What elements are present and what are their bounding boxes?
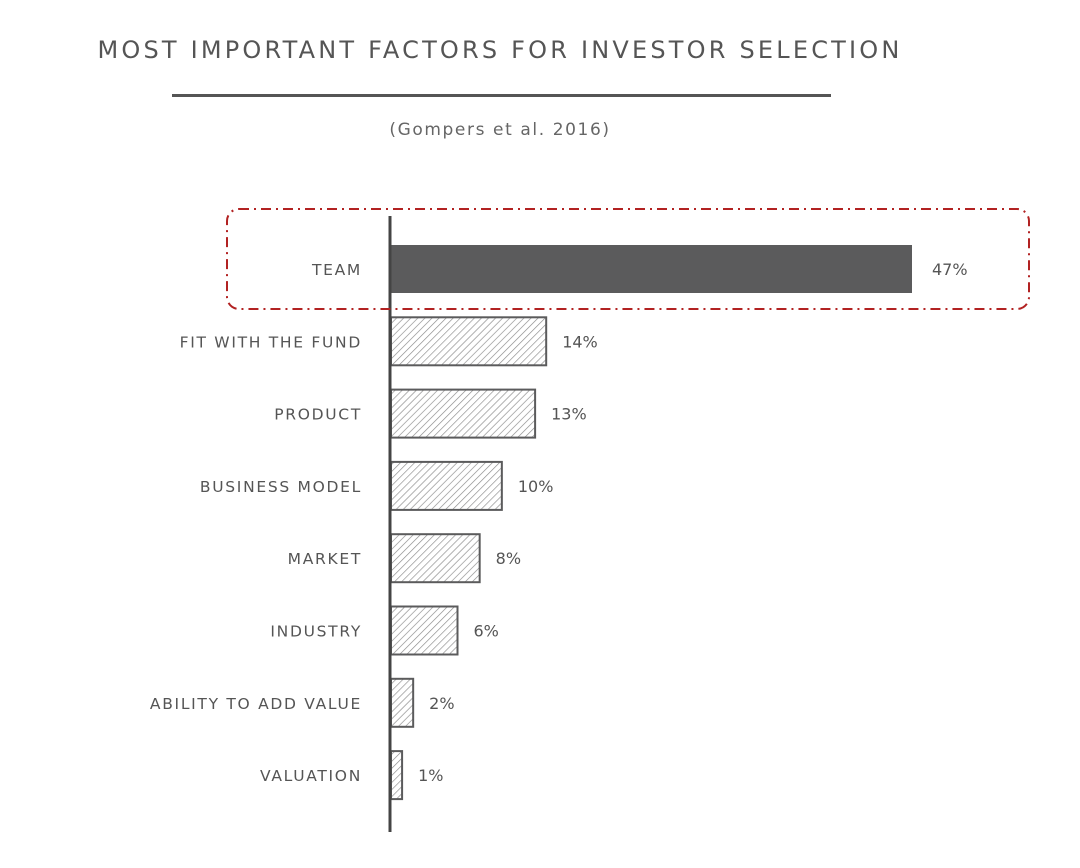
- bar-team: [391, 245, 912, 293]
- chart-subtitle: (Gompers et al. 2016): [389, 120, 611, 140]
- bar-product: [390, 388, 537, 439]
- category-label: TEAM: [311, 261, 362, 279]
- title-underline: [172, 94, 831, 97]
- value-label: 47%: [932, 260, 968, 279]
- highlight-box: [226, 208, 1030, 310]
- bar-fit-with-the-fund: [390, 316, 548, 367]
- chart-title: MOST IMPORTANT FACTORS FOR INVESTOR SELE…: [97, 36, 903, 64]
- value-label: 6%: [474, 622, 499, 641]
- value-label: 1%: [418, 766, 443, 785]
- value-label: 10%: [518, 477, 554, 496]
- value-label: 2%: [429, 694, 454, 713]
- category-label: VALUATION: [260, 767, 362, 785]
- bar-market: [390, 533, 481, 584]
- value-label: 13%: [551, 405, 587, 424]
- value-label: 8%: [496, 549, 521, 568]
- bar-business-model: [390, 460, 503, 511]
- bar-valuation: [390, 750, 404, 801]
- bar-ability-to-add-value: [390, 677, 415, 728]
- category-label: PRODUCT: [274, 406, 362, 424]
- category-label: ABILITY TO ADD VALUE: [150, 695, 362, 713]
- category-label: MARKET: [288, 550, 362, 568]
- category-label: FIT WITH THE FUND: [180, 333, 362, 351]
- value-label: 14%: [562, 332, 598, 351]
- category-label: INDUSTRY: [270, 623, 362, 641]
- category-label: BUSINESS MODEL: [200, 478, 362, 496]
- bar-industry: [390, 605, 459, 656]
- plot-area: TEAM 47% FIT WITH THE FUND 14% PRODUCT 13% BUS…: [150, 208, 1030, 832]
